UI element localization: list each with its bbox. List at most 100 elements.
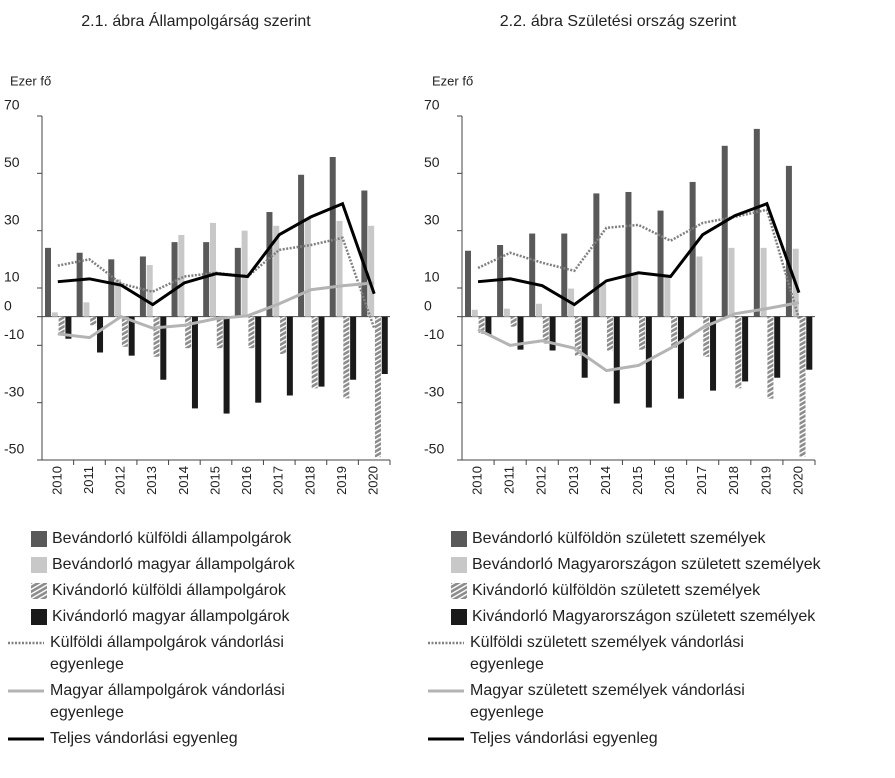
bar <box>203 242 210 317</box>
bar <box>529 233 536 317</box>
line-series <box>477 201 801 307</box>
bar <box>318 316 325 387</box>
legend-swatch <box>31 583 47 599</box>
bar <box>76 252 83 317</box>
legend-item: Kivándorló Magyarországon született szem… <box>450 606 821 628</box>
legend-symbol <box>451 583 467 599</box>
legend-item: Teljes vándorlási egyenleg <box>8 728 340 750</box>
legend-label: Bevándorló Magyarországon született szem… <box>472 556 821 573</box>
legend-symbol <box>31 583 47 599</box>
y-tick-label: 30 <box>424 211 440 227</box>
bar <box>535 303 542 317</box>
y-tick-label: 0 <box>4 297 12 313</box>
bar <box>625 191 632 317</box>
bar <box>710 316 717 391</box>
legend-symbol <box>428 641 464 645</box>
legend-label: Kivándorló külföldi állampolgárok <box>52 582 286 599</box>
legend-item: Bevándorló külföldön született személyek <box>450 528 821 550</box>
bar <box>696 256 703 317</box>
x-tick-label: 2019 <box>334 466 349 495</box>
bar <box>753 128 760 317</box>
legend-item: Kivándorló külföldi állampolgárok <box>30 580 340 602</box>
legend-symbol <box>451 557 467 573</box>
bar <box>234 247 241 317</box>
bar <box>286 316 293 396</box>
bar <box>209 222 216 317</box>
bar <box>606 316 613 351</box>
bar <box>139 256 146 317</box>
bar <box>806 316 813 370</box>
bar <box>160 316 167 380</box>
chart-panel: 2.2. ábra Születési ország szerint Ezer f… <box>424 13 816 495</box>
x-tick-label: 2013 <box>566 466 581 495</box>
legend-swatch <box>451 583 467 599</box>
legend-label: Bevándorló külföldön született személyek <box>472 530 766 547</box>
bar <box>361 190 368 317</box>
x-tick-label: 2013 <box>144 466 159 495</box>
legend-item: Bevándorló magyar állampolgárok <box>30 554 340 576</box>
bar <box>368 225 375 317</box>
bar <box>336 220 343 317</box>
legend-label: Kivándorló magyar állampolgárok <box>52 608 290 625</box>
bar <box>58 316 65 333</box>
bar <box>178 234 185 317</box>
legend-item: Teljes vándorlási egyenleg <box>428 728 821 750</box>
bar <box>581 316 588 378</box>
y-tick-label: 30 <box>4 211 20 227</box>
bar <box>121 316 128 347</box>
chart-title: 2.2. ábra Születési ország szerint <box>500 13 737 30</box>
bar <box>241 230 248 317</box>
x-tick-label: 2018 <box>726 466 741 495</box>
legend-item: Kivándorló magyar állampolgárok <box>30 606 340 628</box>
bar <box>517 316 524 350</box>
y-axis-label: Ezer fő <box>432 73 473 88</box>
x-tick-label: 2014 <box>176 466 191 495</box>
legend-symbol <box>31 531 47 547</box>
x-tick-label: 2012 <box>113 466 128 495</box>
x-tick-label: 2017 <box>694 466 709 495</box>
legend: Bevándorló külföldön született személyek… <box>428 528 821 754</box>
x-tick-label: 2016 <box>662 466 677 495</box>
legend-swatch <box>451 531 467 547</box>
line-series <box>57 201 376 307</box>
bar <box>721 145 728 317</box>
bar <box>510 316 517 327</box>
bar <box>639 316 646 350</box>
bar <box>97 316 104 353</box>
bar <box>542 316 549 344</box>
legend-label: Teljes vándorlási egyenleg <box>50 730 238 747</box>
bar <box>645 316 652 408</box>
legend-label: Magyar állampolgárok vándorlási egyenleg… <box>50 682 285 721</box>
y-tick-label: 50 <box>4 154 20 170</box>
x-tick-label: 2017 <box>271 466 286 495</box>
bar <box>613 316 620 404</box>
x-tick-label: 2011 <box>81 466 96 494</box>
legend-swatch <box>31 531 47 547</box>
legend-swatch <box>451 609 467 625</box>
x-tick-label: 2012 <box>534 466 549 495</box>
legend-item: Magyar állampolgárok vándorlási egyenleg… <box>8 680 340 724</box>
legend-item: Bevándorló Magyarországon született szem… <box>450 554 821 576</box>
bar <box>51 312 58 317</box>
legend-symbol <box>428 689 464 693</box>
bar <box>664 274 671 317</box>
bar <box>45 247 51 317</box>
bar <box>248 316 255 349</box>
legend-label: Teljes vándorlási egyenleg <box>470 730 658 747</box>
x-tick-label: 2015 <box>630 466 645 495</box>
y-tick-label: 0 <box>424 297 432 313</box>
bar <box>703 316 710 357</box>
x-tick-label: 2016 <box>239 466 254 495</box>
x-tick-label: 2011 <box>502 466 517 494</box>
legend-label: Bevándorló magyar állampolgárok <box>52 556 295 573</box>
bar <box>465 250 471 317</box>
x-tick-label: 2015 <box>207 466 222 495</box>
legend-symbol <box>428 737 464 741</box>
bar <box>760 247 767 317</box>
y-tick-label: -10 <box>4 326 24 342</box>
bar <box>657 210 664 317</box>
bar <box>273 225 280 317</box>
x-tick-label: 2020 <box>366 466 381 495</box>
bar <box>671 316 678 348</box>
